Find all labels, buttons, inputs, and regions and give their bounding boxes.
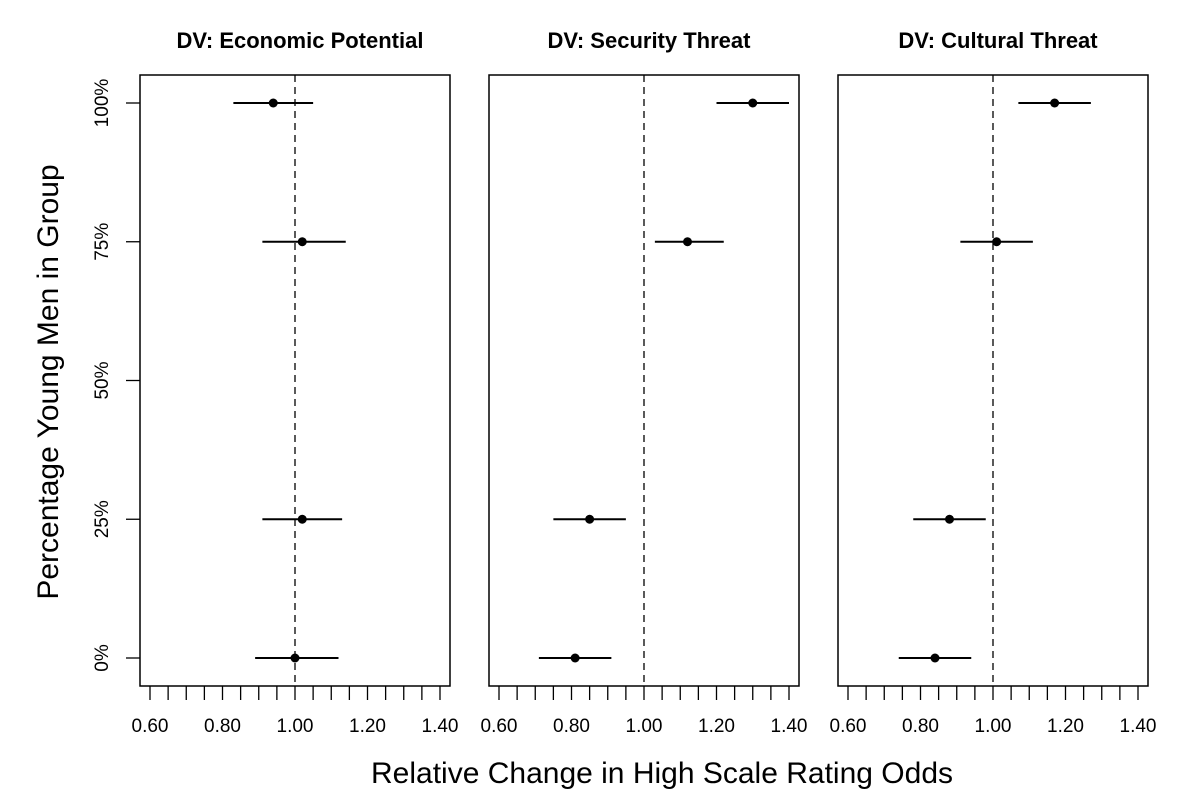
- x-axis-label: Relative Change in High Scale Rating Odd…: [371, 757, 953, 790]
- x-tick-label-1-4: 1.40: [422, 716, 459, 737]
- x-tick-label-2-0: 0.60: [481, 716, 518, 737]
- x-tick-label-3-0: 0.60: [830, 716, 867, 737]
- panel-title-1: DV: Economic Potential: [177, 28, 424, 53]
- y-tick-label-1: 25%: [92, 500, 113, 538]
- point-estimate-1-0: [268, 98, 278, 108]
- y-tick-label-0: 0%: [92, 644, 113, 672]
- point-estimate-3-0: [1050, 98, 1060, 108]
- x-tick-label-1-1: 0.80: [204, 716, 241, 737]
- panel-title-3: DV: Cultural Threat: [898, 28, 1098, 53]
- point-estimate-2-1: [683, 237, 692, 247]
- x-tick-label-1-2: 1.00: [277, 716, 314, 737]
- x-tick-label-2-4: 1.40: [771, 716, 808, 737]
- point-estimate-3-3: [930, 653, 940, 663]
- x-tick-label-2-1: 0.80: [553, 716, 590, 737]
- point-estimate-1-3: [290, 653, 300, 663]
- y-tick-label-3: 75%: [92, 223, 113, 261]
- panel-title-2: DV: Security Threat: [548, 28, 752, 53]
- point-estimate-3-2: [945, 514, 954, 524]
- point-estimate-1-2: [297, 514, 307, 524]
- x-tick-label-3-1: 0.80: [902, 716, 939, 737]
- point-estimate-2-2: [585, 514, 595, 524]
- point-estimate-3-1: [992, 237, 1002, 247]
- x-tick-label-1-0: 0.60: [132, 716, 169, 737]
- y-tick-label-4: 100%: [92, 79, 113, 128]
- point-estimate-2-0: [748, 98, 758, 108]
- x-tick-label-2-2: 1.00: [626, 716, 663, 737]
- x-tick-label-2-3: 1.20: [698, 716, 735, 737]
- point-estimate-2-3: [570, 653, 580, 663]
- x-tick-label-3-2: 1.00: [975, 716, 1012, 737]
- y-tick-label-2: 50%: [92, 361, 113, 399]
- point-estimate-1-1: [297, 237, 307, 247]
- x-tick-label-3-3: 1.20: [1047, 716, 1084, 737]
- x-tick-label-3-4: 1.40: [1120, 716, 1157, 737]
- x-tick-label-1-3: 1.20: [349, 716, 386, 737]
- y-axis-label: Percentage Young Men in Group: [32, 164, 65, 599]
